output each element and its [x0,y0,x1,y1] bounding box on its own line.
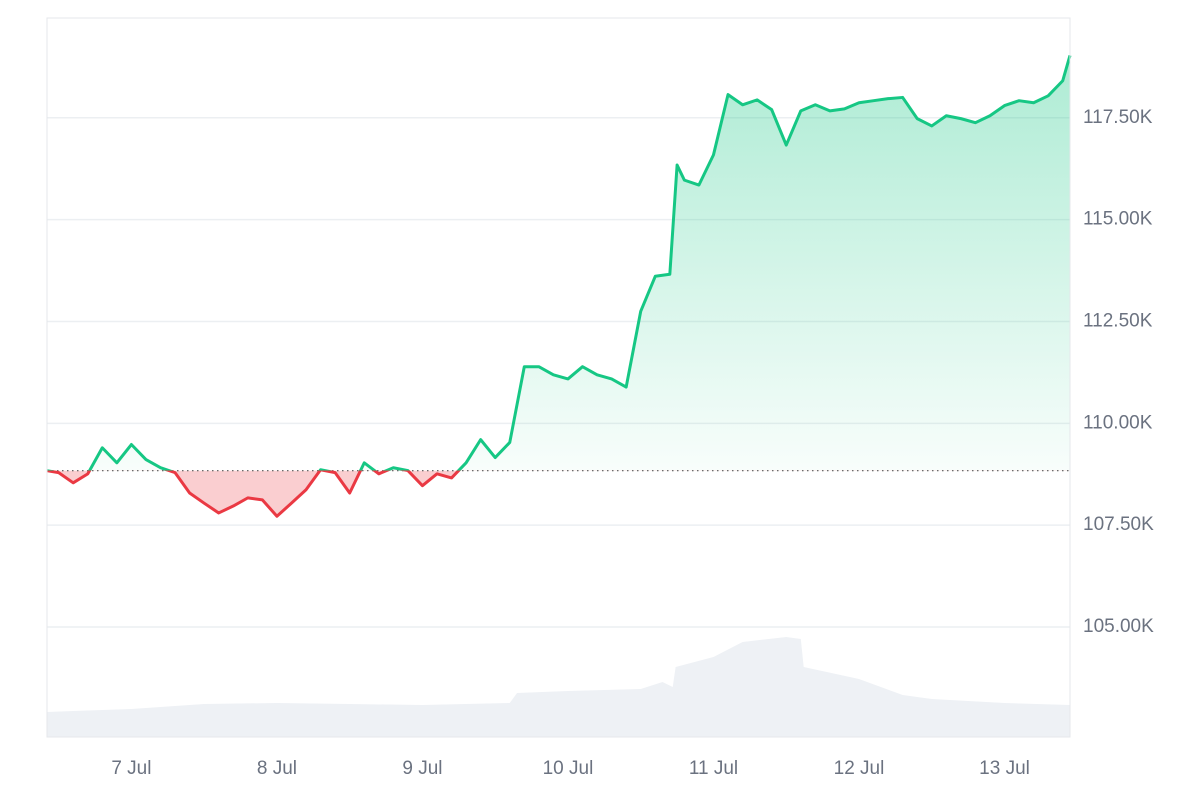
x-tick-label: 7 Jul [111,758,151,779]
volume-layer [47,637,1070,737]
x-tick-label: 9 Jul [402,758,442,779]
y-tick-label: 110.00K [1083,412,1153,433]
x-tick-label: 12 Jul [834,758,885,779]
volume-area [47,637,1070,737]
y-tick-label: 117.50K [1083,107,1153,128]
y-tick-label: 107.50K [1083,514,1154,535]
data-layer [46,55,1072,518]
y-tick-label: 112.50K [1083,311,1153,332]
grid-layer: 105.00K 107.50K 110.00K 112.50K 115.00K 117.5… [47,107,1154,779]
x-tick-label: 11 Jul [689,758,738,779]
x-tick-label: 13 Jul [979,758,1030,779]
baseline-fill [47,55,1070,517]
price-line [46,55,1072,518]
x-tick-label: 10 Jul [543,758,594,779]
y-tick-label: 115.00K [1083,209,1153,230]
x-tick-label: 8 Jul [257,758,297,779]
plot-frame [46,17,1071,738]
y-tick-label: 105.00K [1083,616,1154,637]
